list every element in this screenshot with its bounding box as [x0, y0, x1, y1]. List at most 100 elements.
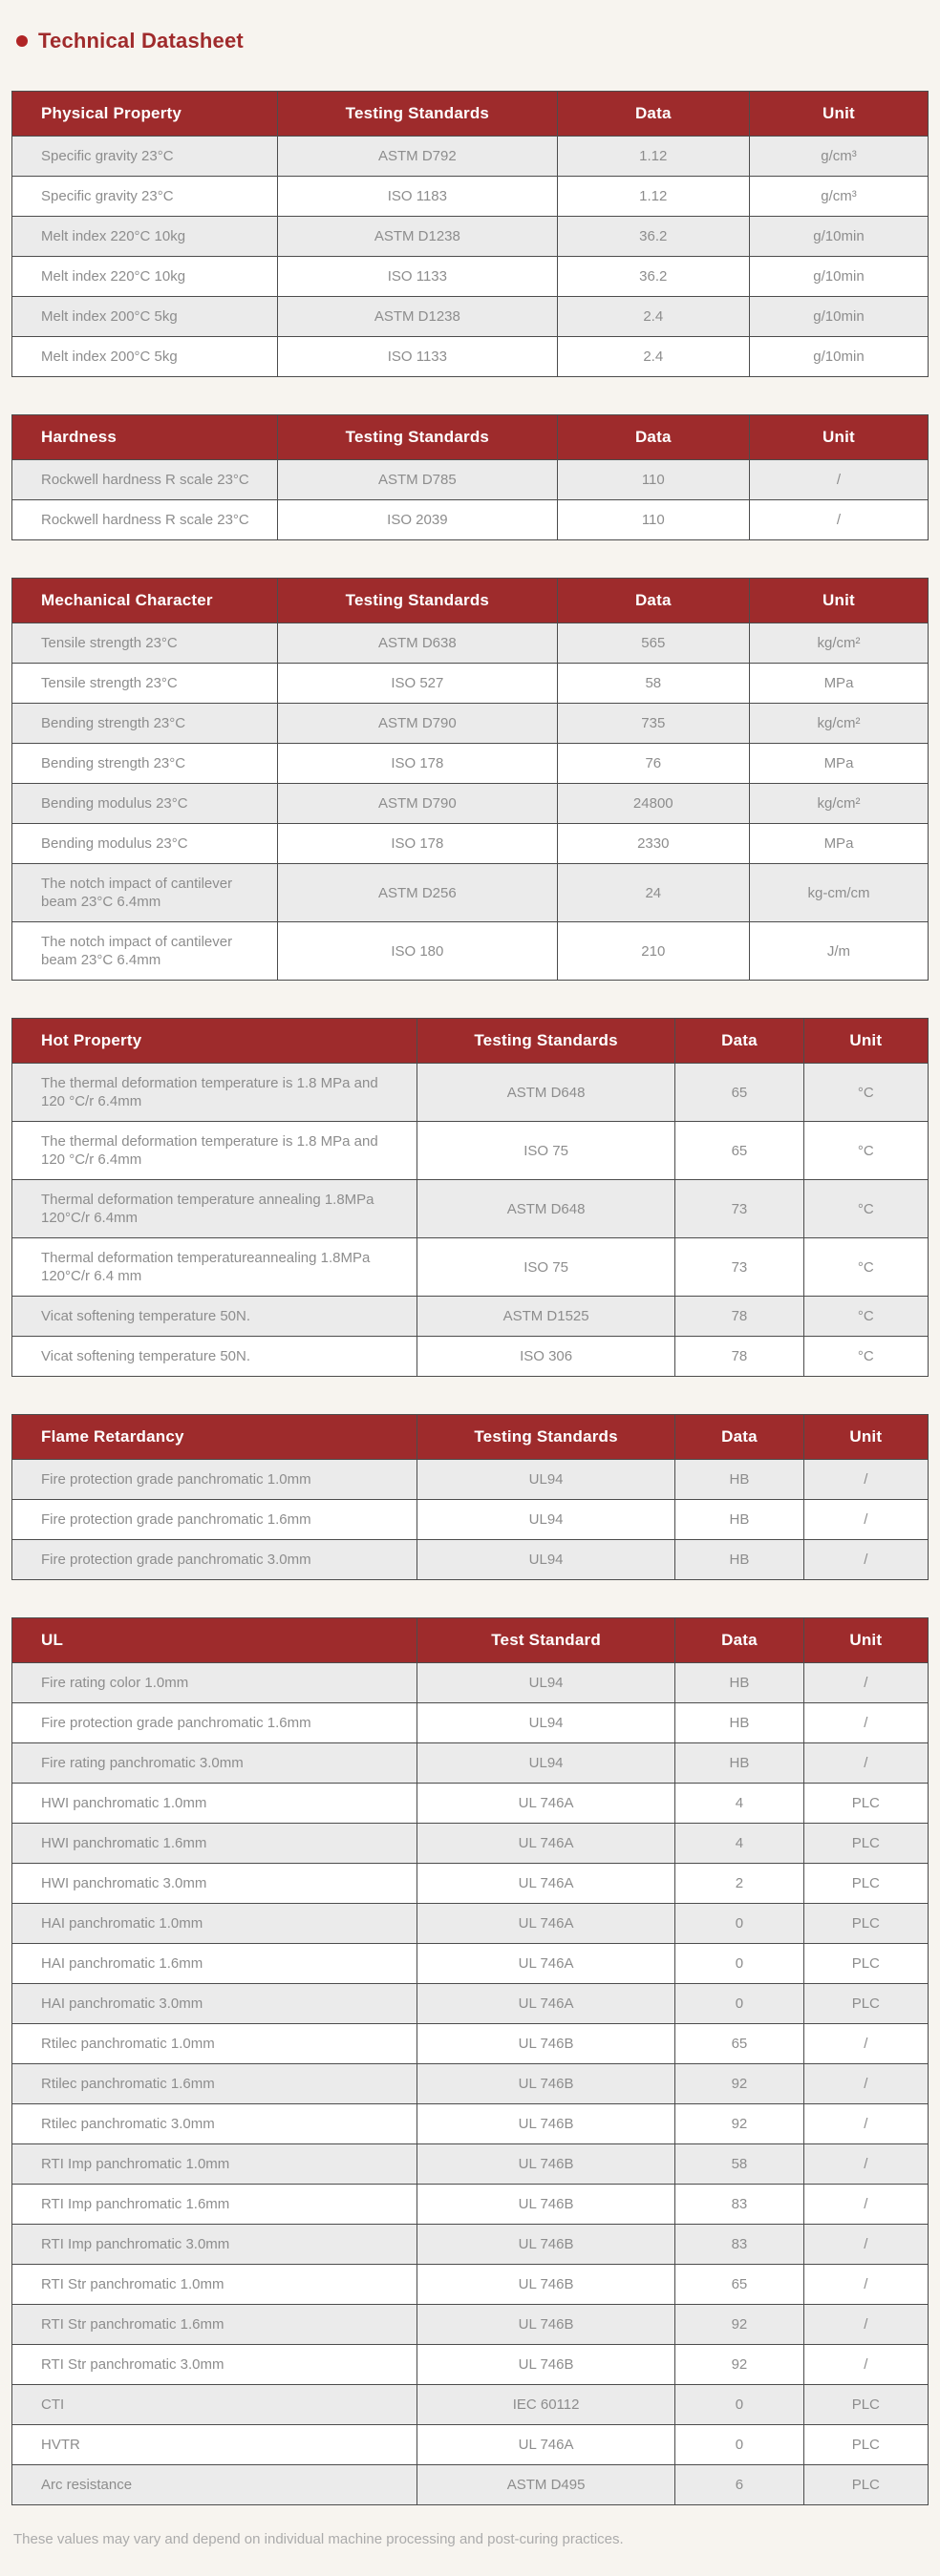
- table-cell: 0: [674, 1903, 804, 1944]
- table-cell: 0: [674, 2424, 804, 2465]
- table-row: Melt index 220°C 10kg ASTM D1238 36.2 g/10m…: [11, 216, 929, 257]
- table-cell: ASTM D792: [277, 136, 558, 177]
- table-row: Fire protection grade panchromatic 1.6mm…: [11, 1499, 929, 1540]
- table-cell: ISO 1133: [277, 256, 558, 297]
- table-cell: 110: [556, 459, 750, 500]
- header-cell: Data: [556, 578, 750, 623]
- table-row: The notch impact of cantilever beam 23°C…: [11, 921, 929, 981]
- table-row: Thermal deformation temperature annealin…: [11, 1179, 929, 1238]
- table-cell: ISO 178: [277, 743, 558, 784]
- table-cell: UL 746B: [416, 2023, 676, 2064]
- table-cell: ISO 75: [416, 1237, 676, 1297]
- table-row: Fire protection grade panchromatic 1.0mm…: [11, 1459, 929, 1500]
- table-row: Rtilec panchromatic 1.6mm UL 746B 92/: [11, 2063, 929, 2104]
- table-cell: HWI panchromatic 1.6mm: [11, 1823, 417, 1864]
- header-cell: Hot Property: [11, 1018, 417, 1064]
- table-row: Rtilec panchromatic 3.0mm UL 746B 92/: [11, 2103, 929, 2144]
- table-row: CTI IEC 60112 0 PLC: [11, 2384, 929, 2425]
- bullet-icon: [16, 35, 28, 47]
- table-cell: 92: [674, 2103, 804, 2144]
- table-cell: ASTM D495: [416, 2464, 676, 2505]
- header-cell: Physical Property: [11, 91, 279, 137]
- table-cell: UL 746A: [416, 1983, 676, 2024]
- table-cell: g/cm³: [748, 176, 929, 217]
- header-cell: Testing Standards: [416, 1018, 676, 1064]
- table-cell: 92: [674, 2304, 804, 2345]
- table-cell: 58: [674, 2143, 804, 2185]
- table-cell: RTI Str panchromatic 3.0mm: [11, 2344, 417, 2385]
- table-cell: ISO 180: [277, 921, 558, 981]
- table-cell: ASTM D790: [277, 783, 558, 824]
- table-cell: 2330: [556, 823, 750, 864]
- table-cell: PLC: [802, 2424, 929, 2465]
- table-row: Vicat softening temperature 50N. ISO 306 7…: [11, 1336, 929, 1377]
- table-cell: kg/cm²: [748, 623, 929, 664]
- table-cell: Tensile strength 23°C: [11, 663, 279, 704]
- table-header-row: Hot Property Testing Standards Data Unit: [11, 1018, 929, 1064]
- table-row: Specific gravity 23°C ISO 1183 1.12 g/cm³: [11, 176, 929, 217]
- table-cell: IEC 60112: [416, 2384, 676, 2425]
- table-cell: °C: [802, 1063, 929, 1122]
- table-cell: 92: [674, 2344, 804, 2385]
- table-cell: UL94: [416, 1742, 676, 1784]
- datasheet-table: Flame Retardancy Testing Standards Data Uni…: [11, 1414, 929, 1580]
- table-cell: Fire protection grade panchromatic 3.0mm: [11, 1539, 417, 1580]
- table-cell: Fire protection grade panchromatic 1.0mm: [11, 1459, 417, 1500]
- table-row: RTI Str panchromatic 1.0mm UL 746B 65/: [11, 2264, 929, 2305]
- table-row: Arc resistance ASTM D495 6 PLC: [11, 2464, 929, 2505]
- table-row: Bending modulus 23°C ASTM D790 24800 kg/cm²: [11, 783, 929, 824]
- header-cell: UL: [11, 1617, 417, 1663]
- table-cell: ASTM D1525: [416, 1296, 676, 1337]
- header-cell: Testing Standards: [277, 91, 558, 137]
- table-cell: Fire rating color 1.0mm: [11, 1662, 417, 1703]
- table-cell: /: [748, 499, 929, 540]
- table-cell: ASTM D638: [277, 623, 558, 664]
- table-cell: g/10min: [748, 216, 929, 257]
- table-cell: PLC: [802, 1943, 929, 1984]
- table-cell: Fire rating panchromatic 3.0mm: [11, 1742, 417, 1784]
- table-row: RTI Imp panchromatic 3.0mm UL 746B 83/: [11, 2224, 929, 2265]
- table-header-row: UL Test Standard Data Unit: [11, 1617, 929, 1663]
- table-cell: 58: [556, 663, 750, 704]
- table-header-row: Hardness Testing Standards Data Unit: [11, 414, 929, 460]
- table-cell: HB: [674, 1499, 804, 1540]
- table-cell: /: [802, 1702, 929, 1743]
- table-cell: 24800: [556, 783, 750, 824]
- table-row: Bending strength 23°C ISO 178 76 MPa: [11, 743, 929, 784]
- page-title: Technical Datasheet: [38, 29, 244, 53]
- table-cell: Specific gravity 23°C: [11, 176, 279, 217]
- table-cell: °C: [802, 1179, 929, 1238]
- table-cell: ISO 1183: [277, 176, 558, 217]
- table-row: The thermal deformation temperature is 1…: [11, 1063, 929, 1122]
- table-row: RTI Imp panchromatic 1.0mm UL 746B 58/: [11, 2143, 929, 2185]
- table-cell: /: [802, 2063, 929, 2104]
- table-cell: 210: [556, 921, 750, 981]
- table-cell: g/10min: [748, 256, 929, 297]
- header-cell: Data: [674, 1018, 804, 1064]
- table-row: Thermal deformation temperatureannealing…: [11, 1237, 929, 1297]
- table-cell: UL 746A: [416, 1943, 676, 1984]
- datasheet-table: UL Test Standard Data Unit Fire rating color…: [11, 1617, 929, 2505]
- table-cell: 76: [556, 743, 750, 784]
- table-cell: Fire protection grade panchromatic 1.6mm: [11, 1702, 417, 1743]
- table-row: HAI panchromatic 1.0mm UL 746A 0 PLC: [11, 1903, 929, 1944]
- page-title-row: Technical Datasheet: [11, 29, 929, 53]
- table-cell: Melt index 200°C 5kg: [11, 336, 279, 377]
- header-cell: Hardness: [11, 414, 279, 460]
- table-cell: ISO 306: [416, 1336, 676, 1377]
- datasheet-table: Hardness Testing Standards Data Unit Rockwel…: [11, 414, 929, 540]
- table-cell: 2.4: [556, 296, 750, 337]
- header-cell: Data: [556, 414, 750, 460]
- table-cell: The notch impact of cantilever beam 23°C…: [11, 863, 279, 922]
- header-cell: Unit: [802, 1018, 929, 1064]
- table-cell: HB: [674, 1742, 804, 1784]
- table-cell: RTI Imp panchromatic 1.6mm: [11, 2184, 417, 2225]
- table-row: Rtilec panchromatic 1.0mm UL 746B 65/: [11, 2023, 929, 2064]
- table-header-row: Physical Property Testing Standards Data Un…: [11, 91, 929, 137]
- table-cell: PLC: [802, 1903, 929, 1944]
- table-cell: /: [802, 2143, 929, 2185]
- table-cell: Vicat softening temperature 50N.: [11, 1336, 417, 1377]
- table-cell: 2.4: [556, 336, 750, 377]
- table-cell: 0: [674, 1943, 804, 1984]
- table-cell: PLC: [802, 1823, 929, 1864]
